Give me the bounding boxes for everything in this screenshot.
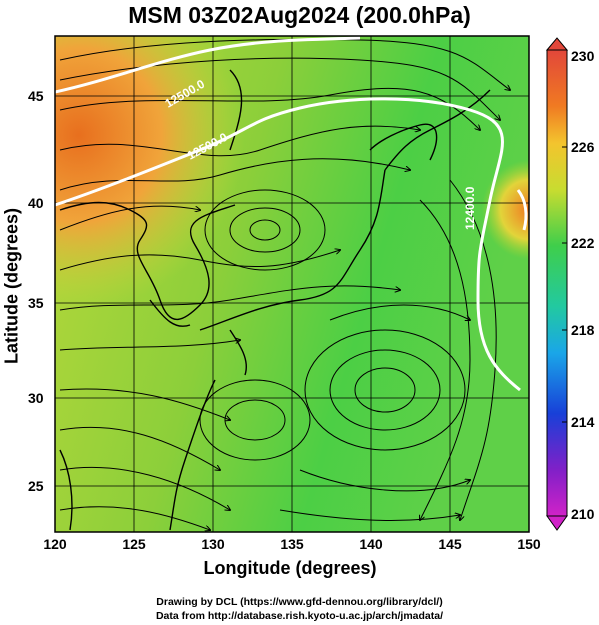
- height-contours: [55, 36, 528, 392]
- y-axis-label: Latitude (degrees): [1, 207, 22, 365]
- colorbar-tick-label: 226: [571, 139, 595, 155]
- colorbar-tick-label: 230: [571, 48, 595, 64]
- x-tick-label: 145: [438, 536, 462, 552]
- x-tick-label: 130: [201, 536, 225, 552]
- credit-data: Data from http://database.rish.kyoto-u.a…: [155, 610, 444, 622]
- colorbar-tick-label: 218: [571, 322, 595, 338]
- x-tick-label: 120: [43, 536, 67, 552]
- y-tick-label: 35: [28, 295, 44, 311]
- x-tick-label: 135: [280, 536, 304, 552]
- plot-border: [54, 35, 530, 533]
- credit-drawing: Drawing by DCL (https://www.gfd-dennou.o…: [156, 596, 443, 608]
- colorbar-tick-label: 222: [571, 235, 595, 251]
- chart-title: MSM 03Z02Aug2024 (200.0hPa): [128, 2, 471, 28]
- colorbar-tick-label: 214: [571, 414, 595, 430]
- colorbar-tick-label: 210: [571, 506, 595, 522]
- x-tick-label: 140: [359, 536, 383, 552]
- y-tick-label: 30: [28, 390, 44, 406]
- plot-area: [55, 36, 529, 532]
- contour-label: 12400.0: [463, 186, 477, 230]
- coastlines: [59, 69, 491, 531]
- y-tick-label: 40: [28, 195, 44, 211]
- colorbar: [545, 37, 569, 531]
- y-tick-label: 45: [28, 88, 44, 104]
- x-axis-label: Longitude (degrees): [203, 558, 377, 578]
- x-tick-label: 150: [517, 536, 541, 552]
- y-tick-label: 25: [28, 478, 44, 494]
- x-tick-label: 125: [122, 536, 146, 552]
